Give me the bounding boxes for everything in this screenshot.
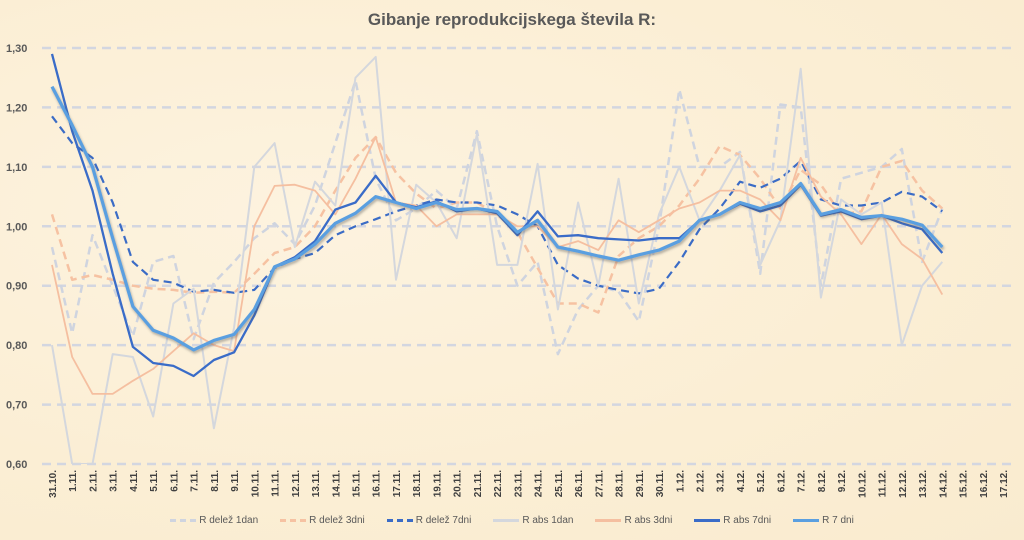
legend-swatch: [493, 519, 520, 522]
x-tick-label: 23.11.: [513, 470, 524, 497]
legend-swatch: [170, 519, 197, 522]
x-tick-label: 17.11.: [392, 470, 403, 497]
x-tick-label: 19.11.: [432, 470, 443, 497]
y-tick-label: 1,20: [6, 102, 27, 114]
legend-label: R 7 dni: [822, 515, 854, 526]
legend-item: R delež 1dan: [170, 515, 258, 526]
y-tick-label: 0,80: [6, 340, 27, 352]
legend-swatch: [386, 519, 413, 522]
x-tick-label: 2.11.: [88, 470, 99, 492]
legend-swatch: [595, 519, 622, 522]
legend-label: R delež 3dni: [309, 515, 365, 526]
y-tick-label: 1,10: [6, 162, 27, 174]
x-tick-label: 4.11.: [129, 470, 140, 492]
x-tick-label: 10.12.: [857, 470, 868, 498]
x-tick-label: 6.11.: [169, 470, 180, 492]
series-line-r-dele-3dni: [50, 135, 944, 314]
x-tick-label: 30.11.: [655, 470, 666, 497]
legend-item: R abs 1dan: [493, 515, 573, 526]
x-tick-label: 11.11.: [271, 470, 282, 497]
legend-item: R delež 7dni: [386, 515, 472, 526]
x-tick-label: 3.12.: [716, 470, 727, 492]
x-tick-label: 16.12.: [979, 470, 990, 498]
x-tick-label: 18.11.: [412, 470, 423, 497]
legend-item: R 7 dni: [793, 515, 854, 526]
legend: R delež 1dan R delež 3dni R delež 7dni R ab…: [0, 515, 1024, 526]
x-tick-label: 5.12.: [756, 470, 767, 492]
legend-label: R delež 7dni: [415, 515, 472, 526]
x-tick-label: 20.11.: [453, 470, 464, 497]
x-tick-label: 6.12.: [776, 470, 787, 492]
legend-swatch: [280, 519, 307, 522]
x-tick-label: 15.11.: [352, 470, 363, 497]
legend-label: R abs 1dan: [522, 515, 574, 526]
x-tick-label: 13.11.: [311, 470, 322, 497]
x-tick-label: 4.12.: [736, 470, 747, 492]
x-tick-label: 31.10.: [48, 470, 59, 498]
legend-label: R abs 7dni: [723, 515, 772, 526]
x-tick-label: 1.11.: [68, 470, 79, 492]
y-tick-label: 0,60: [6, 459, 27, 471]
x-tick-label: 14.12.: [938, 470, 949, 498]
x-tick-label: 13.12.: [918, 470, 929, 498]
legend-item: R abs 7dni: [694, 515, 771, 526]
legend-swatch: [793, 519, 820, 522]
series-line-r-dele-1dan: [50, 79, 944, 356]
x-tick-label: 17.12.: [999, 470, 1010, 498]
legend-label: R abs 3dni: [624, 515, 673, 526]
y-tick-label: 0,90: [6, 281, 27, 293]
x-tick-label: 22.11.: [493, 470, 504, 497]
x-tick-label: 25.11.: [554, 470, 565, 497]
legend-label: R delež 1dan: [199, 515, 259, 526]
x-tick-label: 21.11.: [473, 470, 484, 497]
x-tick-label: 27.11.: [594, 470, 605, 497]
legend-item: R delež 3dni: [280, 515, 365, 526]
y-tick-label: 0,70: [6, 400, 27, 412]
y-tick-label: 1,30: [6, 43, 27, 55]
x-tick-label: 8.11.: [210, 470, 221, 492]
x-tick-label: 5.11.: [149, 470, 160, 492]
x-tick-label: 11.12.: [878, 470, 889, 497]
x-tick-label: 16.11.: [372, 470, 383, 497]
series-line-r-abs-1dan: [51, 55, 944, 464]
x-tick-label: 2.12.: [695, 470, 706, 492]
x-tick-label: 12.12.: [898, 470, 909, 498]
x-tick-label: 12.11.: [291, 470, 302, 497]
x-tick-label: 3.11.: [109, 470, 120, 492]
x-tick-label: 14.11.: [331, 470, 342, 497]
x-tick-label: 28.11.: [615, 470, 626, 497]
series-line-r-7-dni: [50, 85, 944, 352]
x-tick-label: 26.11.: [574, 470, 585, 497]
x-tick-label: 15.12.: [959, 470, 970, 498]
series-line-r-dele-7dni: [51, 115, 943, 295]
chart-title: Gibanje reprodukcijskega števila R:: [367, 10, 657, 29]
x-tick-label: 8.12.: [817, 470, 828, 492]
x-tick-label: 1.12.: [675, 470, 686, 492]
x-tick-label: 7.12.: [797, 470, 808, 492]
x-tick-label: 7.11.: [190, 470, 201, 492]
x-tick-label: 9.11.: [230, 470, 241, 492]
y-tick-label: 1,00: [6, 221, 27, 233]
legend-swatch: [694, 519, 721, 522]
x-tick-label: 29.11.: [635, 470, 646, 497]
x-tick-label: 10.11.: [250, 470, 261, 497]
x-tick-label: 24.11.: [534, 470, 545, 497]
legend-item: R abs 3dni: [595, 515, 672, 526]
x-tick-label: 9.12.: [837, 470, 848, 492]
